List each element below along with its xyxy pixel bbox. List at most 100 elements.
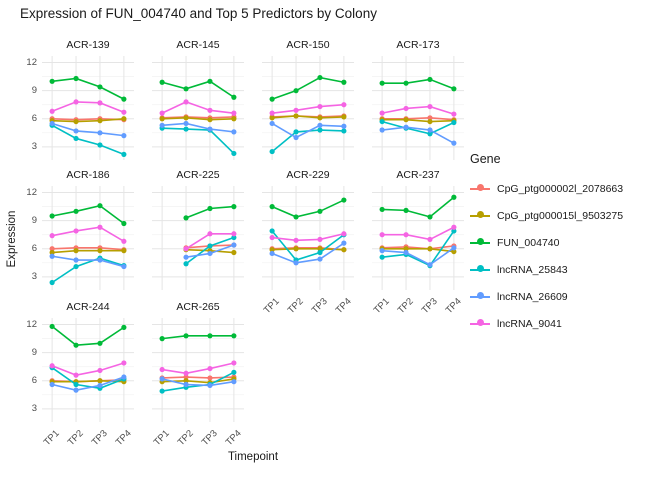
- legend-item-CpG_ptg000015l_9503275: CpG_ptg000015l_9503275: [470, 202, 670, 229]
- series-point-CpG_ptg000015l_9503275: [97, 378, 103, 384]
- series-line-lncRNA_25843: [51, 124, 125, 156]
- series-point-lncRNA_25843: [159, 388, 165, 394]
- facet-strip-ACR-229: ACR-229: [286, 169, 330, 181]
- y-tick-label: 3: [31, 403, 37, 415]
- series-line-lncRNA_9041: [382, 226, 455, 241]
- series-point-lncRNA_9041: [73, 99, 79, 105]
- series-point-lncRNA_26609: [97, 257, 103, 263]
- series-point-CpG_ptg000015l_9503275: [427, 246, 433, 252]
- series-point-FUN_004740: [183, 333, 189, 339]
- series-point-CpG_ptg000015l_9503275: [403, 246, 409, 252]
- series-point-CpG_ptg000015l_9503275: [97, 248, 103, 254]
- series-point-CpG_ptg000015l_9503275: [183, 378, 189, 384]
- series-point-lncRNA_26609: [183, 254, 189, 260]
- series-point-lncRNA_25843: [451, 119, 457, 126]
- series-point-lncRNA_9041: [379, 110, 385, 116]
- series-point-CpG_ptg000015l_9503275: [341, 114, 347, 120]
- series-point-lncRNA_9041: [269, 234, 275, 241]
- series-point-FUN_004740: [269, 96, 275, 102]
- y-tick-label: 9: [31, 347, 37, 359]
- series-point-lncRNA_9041: [49, 233, 55, 239]
- series-point-lncRNA_26609: [207, 126, 213, 132]
- series-point-lncRNA_25843: [49, 279, 55, 286]
- legend-item-lncRNA_25843: lncRNA_25843: [470, 256, 670, 283]
- series-point-lncRNA_9041: [293, 237, 299, 243]
- series-point-lncRNA_26609: [269, 120, 275, 127]
- series-point-FUN_004740: [97, 340, 103, 346]
- series-point-lncRNA_26609: [121, 133, 127, 139]
- series-point-FUN_004740: [159, 336, 165, 342]
- series-line-lncRNA_25843: [51, 367, 125, 390]
- series-point-lncRNA_26609: [231, 379, 237, 385]
- series-point-FUN_004740: [97, 203, 103, 209]
- legend-item-lncRNA_9041: lncRNA_9041: [470, 310, 670, 337]
- x-axis-title: Timepoint: [227, 451, 279, 463]
- series-point-lncRNA_25843: [451, 228, 457, 234]
- series-point-lncRNA_9041: [403, 232, 409, 238]
- series-point-CpG_ptg000015l_9503275: [293, 246, 299, 252]
- series-point-lncRNA_9041: [317, 236, 323, 243]
- series-point-FUN_004740: [231, 94, 237, 100]
- chart-title: Expression of FUN_004740 and Top 5 Predi…: [20, 6, 377, 21]
- series-line-CpG_ptg000015l_9503275: [162, 117, 234, 121]
- series-point-FUN_004740: [231, 204, 237, 210]
- series-line-lncRNA_9041: [161, 362, 235, 375]
- series-point-CpG_ptg000015l_9503275: [341, 247, 347, 253]
- series-line-lncRNA_25843: [51, 257, 125, 284]
- series-point-lncRNA_9041: [97, 367, 103, 374]
- legend-items: CpG_ptg000002l_2078663 CpG_ptg000015l_950…: [470, 175, 670, 337]
- facet-strip-ACR-225: ACR-225: [176, 169, 220, 181]
- series-point-lncRNA_26609: [403, 249, 409, 256]
- facet-panel-ACR-237: [372, 186, 464, 290]
- series-point-lncRNA_25843: [293, 129, 299, 135]
- legend-label: CpG_ptg000015l_9503275: [497, 209, 624, 222]
- series-point-CpG_ptg000015l_9503275: [231, 116, 237, 122]
- series-point-FUN_004740: [207, 205, 213, 212]
- series-point-CpG_ptg000002l_2078663: [183, 374, 189, 380]
- series-point-FUN_004740: [341, 197, 347, 203]
- series-point-lncRNA_26609: [73, 387, 79, 393]
- series-point-lncRNA_9041: [231, 231, 237, 237]
- series-point-lncRNA_25843: [73, 381, 79, 388]
- legend-key-dot: [476, 319, 484, 326]
- series-point-lncRNA_25843: [379, 254, 385, 260]
- facet-strip-ACR-186: ACR-186: [66, 169, 110, 181]
- legend-key-icon: [470, 175, 490, 202]
- series-point-lncRNA_9041: [97, 224, 103, 230]
- series-line-CpG_ptg000015l_9503275: [382, 118, 454, 123]
- facet-panel-ACR-225: [152, 186, 244, 290]
- y-tick-label: 3: [31, 141, 37, 153]
- series-point-lncRNA_9041: [121, 109, 127, 115]
- series-point-FUN_004740: [121, 220, 127, 227]
- series-point-lncRNA_9041: [159, 366, 165, 373]
- legend-item-lncRNA_26609: lncRNA_26609: [470, 283, 670, 310]
- series-point-lncRNA_26609: [293, 134, 299, 141]
- legend-label: CpG_ptg000002l_2078663: [497, 182, 624, 195]
- series-point-CpG_ptg000015l_9503275: [317, 115, 323, 121]
- series-point-FUN_004740: [207, 333, 213, 339]
- y-tick-label: 6: [31, 243, 37, 255]
- series-point-FUN_004740: [49, 323, 55, 330]
- series-line-FUN_004740: [51, 325, 125, 346]
- series-line-lncRNA_25843: [271, 230, 345, 261]
- series-point-lncRNA_9041: [73, 228, 79, 234]
- facet-panel-ACR-150: [262, 56, 354, 160]
- legend-key-icon: [470, 283, 490, 310]
- series-point-CpG_ptg000015l_9503275: [97, 118, 103, 124]
- series-point-lncRNA_26609: [269, 250, 275, 257]
- series-point-lncRNA_26609: [379, 127, 385, 133]
- series-point-lncRNA_26609: [73, 128, 79, 134]
- series-point-FUN_004740: [403, 207, 409, 213]
- facet-strip-ACR-244: ACR-244: [66, 301, 110, 313]
- legend-key-dot: [476, 211, 484, 218]
- series-line-FUN_004740: [382, 78, 455, 90]
- series-point-CpG_ptg000015l_9503275: [403, 117, 409, 123]
- series-point-FUN_004740: [73, 208, 79, 214]
- series-point-lncRNA_9041: [49, 108, 55, 114]
- facet-panel-ACR-229: [262, 186, 354, 290]
- legend-key-icon: [470, 202, 490, 229]
- series-point-FUN_004740: [97, 84, 103, 90]
- series-line-CpG_ptg000002l_2078663: [52, 247, 124, 251]
- series-line-lncRNA_25843: [162, 127, 235, 155]
